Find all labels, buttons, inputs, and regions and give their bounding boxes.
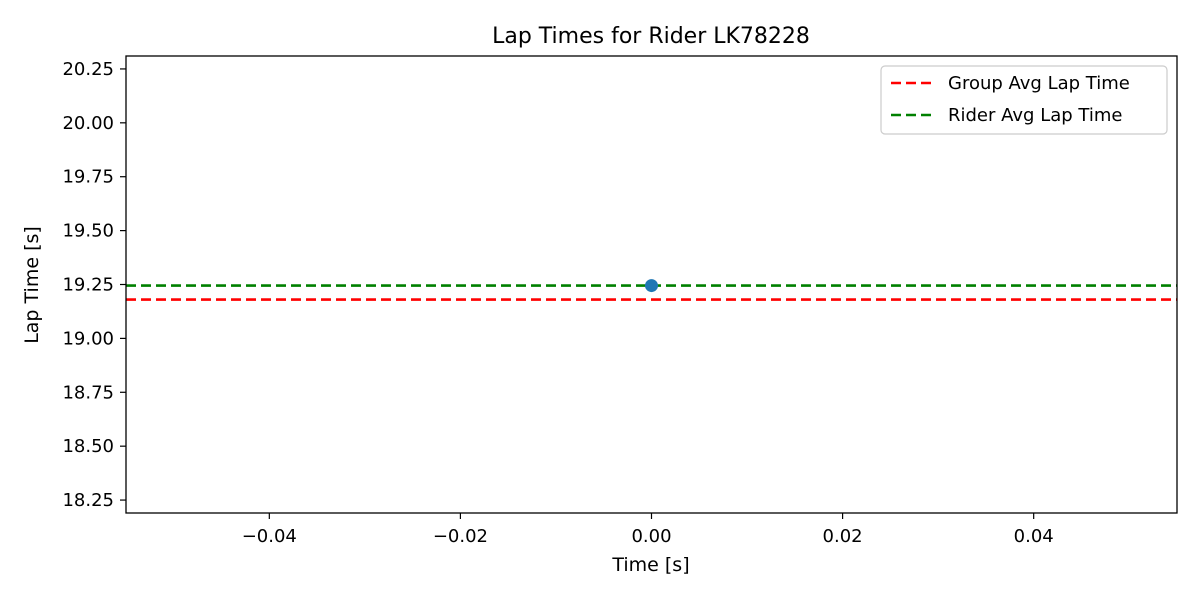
y-tick-label: 18.25 <box>62 490 114 511</box>
x-tick-label: −0.02 <box>433 526 488 547</box>
y-tick-label: 19.75 <box>62 167 114 188</box>
x-tick-label: −0.04 <box>242 526 297 547</box>
y-tick-label: 19.00 <box>62 328 114 349</box>
chart-title: Lap Times for Rider LK78228 <box>492 24 810 49</box>
y-axis-label: Lap Time [s] <box>21 226 43 344</box>
y-tick-label: 20.25 <box>62 59 114 80</box>
plot-area <box>126 279 1177 301</box>
legend-label: Group Avg Lap Time <box>948 73 1130 94</box>
legend-label: Rider Avg Lap Time <box>948 105 1122 126</box>
legend-box <box>880 65 1168 135</box>
y-tick-label: 18.50 <box>62 436 114 457</box>
axes: −0.04 −0.02 0.00 0.02 0.04 18.25 18.50 18.75 19.… <box>62 55 1178 547</box>
y-tick-label: 18.75 <box>62 382 114 403</box>
legend: Group Avg Lap Time Rider Avg Lap Time <box>880 65 1168 135</box>
x-tick-label: 0.02 <box>823 526 863 547</box>
y-tick-label: 20.00 <box>62 113 114 134</box>
x-tick-label: 0.04 <box>1014 526 1054 547</box>
data-point <box>645 279 658 293</box>
x-axis-label: Time [s] <box>611 554 689 576</box>
plot-content <box>126 279 1177 301</box>
y-tick-label: 19.50 <box>62 221 114 242</box>
x-tick-label: 0.00 <box>631 526 671 547</box>
y-tick-label: 19.25 <box>62 275 114 296</box>
